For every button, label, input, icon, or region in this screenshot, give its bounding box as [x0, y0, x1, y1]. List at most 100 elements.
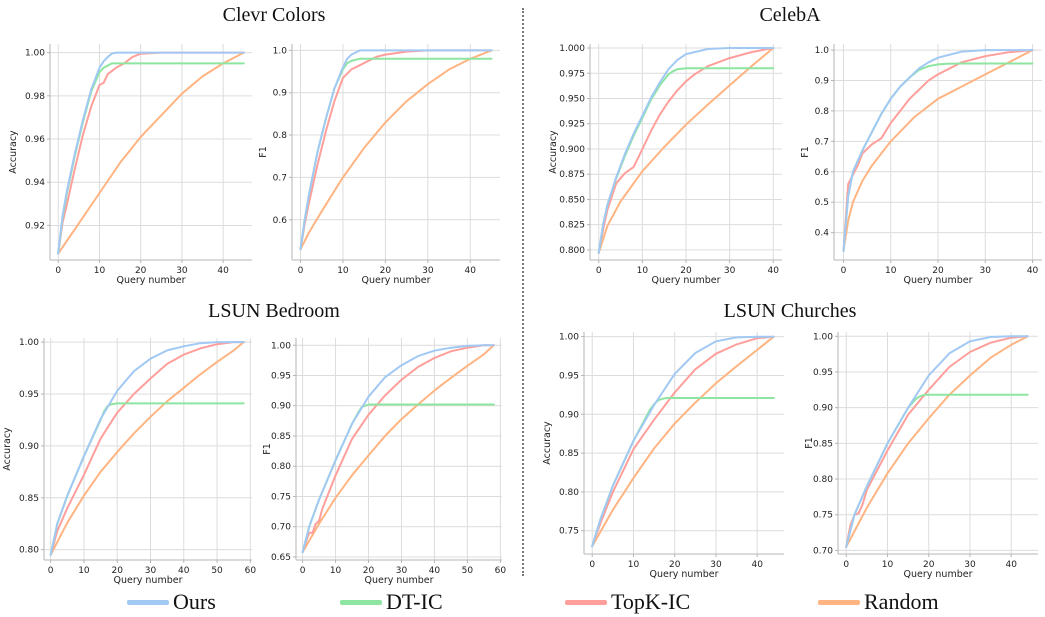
series-line-random [57, 51, 245, 255]
y-tick-label: 0.825 [559, 221, 585, 231]
chart-celeba-f1: 0 10 20 30 40 0.4 0.5 0.6 0.7 0.8 0.9 1.0 Query numb… [800, 44, 1042, 286]
series-line-ours [49, 341, 245, 556]
y-tick-label: 0.950 [559, 95, 585, 105]
y-tick-label: 0.7 [273, 173, 287, 183]
y-tick-label: 1.00 [25, 49, 45, 59]
y-tick-label: 0.975 [559, 69, 585, 79]
x-tick-label: 10 [78, 566, 90, 576]
x-tick-label: 40 [217, 266, 229, 276]
y-tick-label: 0.65 [271, 553, 291, 563]
x-tick-label: 30 [964, 560, 976, 570]
x-tick-label: 40 [768, 266, 780, 276]
series-line-topk-ic [842, 49, 1034, 252]
x-tick-label: 30 [422, 266, 434, 276]
x-tick-label: 10 [94, 266, 106, 276]
x-axis-label: Query number [904, 275, 973, 286]
legend: Ours DT-IC TopK-IC Random [0, 590, 1045, 617]
chart-bedroom-accuracy: 0 10 20 30 40 50 60 0.80 0.85 0.90 0.95 1.00 Query n… [2, 338, 257, 586]
x-tick-label: 0 [589, 560, 595, 570]
y-tick-label: 1.00 [271, 341, 291, 351]
y-tick-label: 0.95 [559, 371, 579, 381]
x-axis-label: Query number [650, 569, 719, 580]
series-line-dt-ic [301, 403, 495, 554]
y-tick-label: 0.5 [815, 198, 829, 208]
x-tick-label: 20 [932, 266, 944, 276]
x-tick-label: 30 [710, 560, 722, 570]
series-line-topk-ic [49, 341, 245, 556]
y-tick-label: 0.90 [559, 410, 579, 420]
x-tick-label: 60 [245, 566, 257, 576]
x-tick-label: 40 [465, 266, 477, 276]
series-line-ours [301, 344, 495, 554]
series-line-random [597, 47, 775, 254]
series-line-ours [57, 51, 245, 255]
legend-item-topk-ic: TopK-IC [565, 590, 690, 614]
x-tick-label: 40 [1027, 266, 1039, 276]
x-axis-label: Query number [652, 275, 721, 286]
series-line-random [49, 341, 245, 556]
x-tick-label: 0 [843, 560, 849, 570]
x-tick-label: 10 [337, 266, 349, 276]
series-line-topk-ic [591, 335, 775, 548]
x-axis-label: Query number [365, 575, 434, 586]
legend-label-random: Random [864, 589, 939, 614]
x-axis-label: Query number [904, 569, 973, 580]
group-title-bedroom: LSUN Bedroom [208, 300, 340, 322]
y-tick-label: 1.00 [813, 332, 833, 342]
series-line-random [845, 335, 1029, 548]
y-axis-label: Accuracy [8, 130, 19, 174]
y-tick-label: 1.0 [815, 46, 830, 56]
y-tick-label: 0.96 [25, 135, 45, 145]
y-tick-label: 0.70 [271, 523, 291, 533]
series-line-ours [299, 49, 493, 251]
y-tick-label: 0.92 [25, 221, 45, 231]
x-tick-label: 10 [885, 266, 897, 276]
y-tick-label: 0.800 [559, 246, 585, 256]
y-tick-label: 0.80 [559, 488, 579, 498]
series-line-topk-ic [57, 51, 245, 255]
y-tick-label: 0.925 [559, 120, 585, 130]
y-tick-label: 0.75 [559, 527, 579, 537]
x-tick-label: 20 [363, 566, 375, 576]
y-tick-label: 0.75 [271, 492, 291, 502]
chart-clevr-f1: 0 10 20 30 40 0.6 0.7 0.8 0.9 1.0 Query number F1 [258, 44, 500, 286]
x-axis-label: Query number [114, 575, 183, 586]
x-tick-label: 20 [135, 266, 147, 276]
x-tick-label: 20 [669, 560, 681, 570]
series-line-random [842, 49, 1034, 252]
y-tick-label: 0.8 [273, 131, 288, 141]
series-line-random [299, 49, 493, 251]
y-tick-label: 0.85 [271, 432, 291, 442]
series-line-ours [842, 49, 1034, 252]
x-tick-label: 10 [330, 566, 342, 576]
y-tick-label: 0.90 [271, 402, 291, 412]
x-tick-label: 40 [178, 566, 190, 576]
x-tick-label: 10 [628, 560, 640, 570]
y-tick-label: 0.75 [813, 511, 833, 521]
series-line-topk-ic [301, 344, 495, 554]
group-title-clevr: Clevr Colors [222, 4, 326, 26]
x-tick-label: 10 [882, 560, 894, 570]
y-tick-label: 1.0 [273, 46, 288, 56]
x-tick-label: 10 [637, 266, 649, 276]
y-tick-label: 0.80 [813, 475, 833, 485]
y-axis-label: Accuracy [542, 421, 553, 465]
y-tick-label: 1.000 [559, 44, 585, 54]
y-tick-label: 0.875 [559, 170, 585, 180]
x-tick-label: 20 [111, 566, 123, 576]
x-tick-label: 20 [680, 266, 692, 276]
legend-swatch-ours [127, 599, 169, 605]
series-line-random [301, 344, 495, 554]
x-tick-label: 0 [300, 566, 306, 576]
y-tick-label: 0.98 [25, 92, 45, 102]
y-tick-label: 0.95 [813, 368, 833, 378]
legend-label-ours: Ours [173, 589, 216, 614]
group-title-celeba: CelebA [759, 4, 821, 26]
y-tick-label: 1.00 [19, 338, 39, 348]
y-tick-label: 0.4 [815, 229, 830, 239]
x-axis-label: Query number [362, 275, 431, 286]
x-tick-label: 30 [724, 266, 736, 276]
y-tick-label: 0.90 [19, 442, 39, 452]
series-line-ours [591, 335, 775, 548]
y-tick-label: 0.85 [559, 449, 579, 459]
